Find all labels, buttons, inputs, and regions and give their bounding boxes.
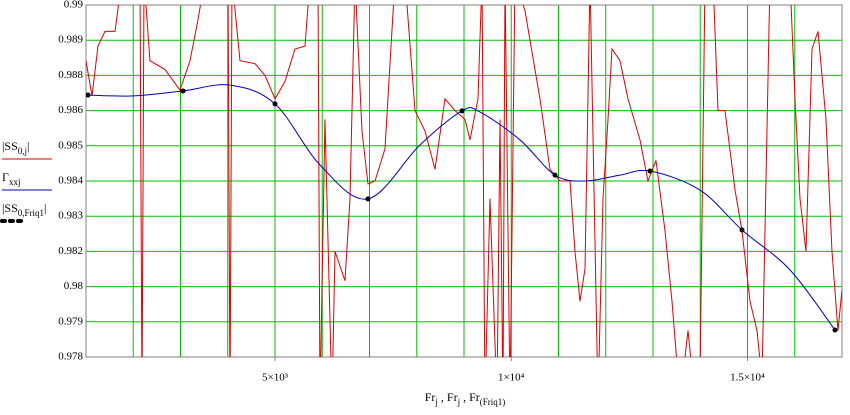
x-tick-label: 1×10⁴	[498, 372, 525, 384]
y-tick-label: 0.985	[58, 139, 83, 151]
y-tick-label: 0.978	[58, 351, 83, 363]
y-tick-label: 0.988	[58, 69, 83, 81]
data-point	[552, 172, 558, 178]
legend-label: |SS0,j|	[2, 139, 29, 156]
plot-frame	[85, 4, 843, 358]
x-axis-label: Frj , Frj , Fr(Friq1)	[425, 390, 506, 407]
y-tick-label: 0.984	[58, 175, 83, 187]
data-point	[272, 101, 278, 107]
x-tick-label: 1.5×10⁴	[730, 372, 765, 384]
y-tick-label: 0.99	[64, 0, 84, 11]
data-point	[647, 168, 653, 174]
x-axis-label-part: j	[457, 397, 461, 407]
plot-area	[86, 5, 842, 357]
x-tick-label: 5×10³	[262, 372, 289, 384]
legend-label-part: xxj	[9, 177, 21, 187]
legend-label-part: 0,j	[18, 146, 27, 156]
labels: 0.99 0.989 0.988 0.986 0.985 0.984 0.983 0.982 0…	[0, 0, 765, 407]
data-point	[86, 92, 91, 98]
y-tick-label: 0.98	[64, 280, 84, 292]
x-axis-label-part: j	[434, 397, 438, 407]
legend-label: |SS0,Friq1|	[2, 201, 46, 218]
y-tick-label: 0.989	[58, 34, 83, 46]
x-axis-label-part: (Friq1)	[480, 397, 506, 407]
series-line	[86, 5, 842, 357]
x-axis-label-part: , Fr	[438, 390, 458, 404]
data-point	[739, 227, 745, 233]
legend-label-part: 0,Friq1	[18, 208, 44, 218]
y-tick-label: 0.983	[58, 210, 83, 222]
series-line	[87, 84, 836, 331]
data-point	[459, 108, 465, 114]
data-point	[365, 196, 371, 202]
legend-label-part: |	[27, 139, 29, 153]
y-tick-label: 0.986	[58, 104, 83, 116]
data-point	[832, 327, 838, 333]
legend-label-part: Γ	[2, 170, 9, 184]
legend-label-part: |SS	[2, 201, 18, 215]
legend-label-part: |SS	[2, 139, 18, 153]
x-axis-label-part: Fr	[425, 390, 436, 404]
legend-label: Γxxj	[2, 170, 20, 187]
data-point	[180, 88, 186, 94]
x-axis-label-part: , Fr	[460, 390, 480, 404]
y-tick-label: 0.979	[58, 315, 83, 327]
y-tick-label: 0.982	[58, 245, 83, 257]
legend-label-part: |	[44, 201, 46, 215]
